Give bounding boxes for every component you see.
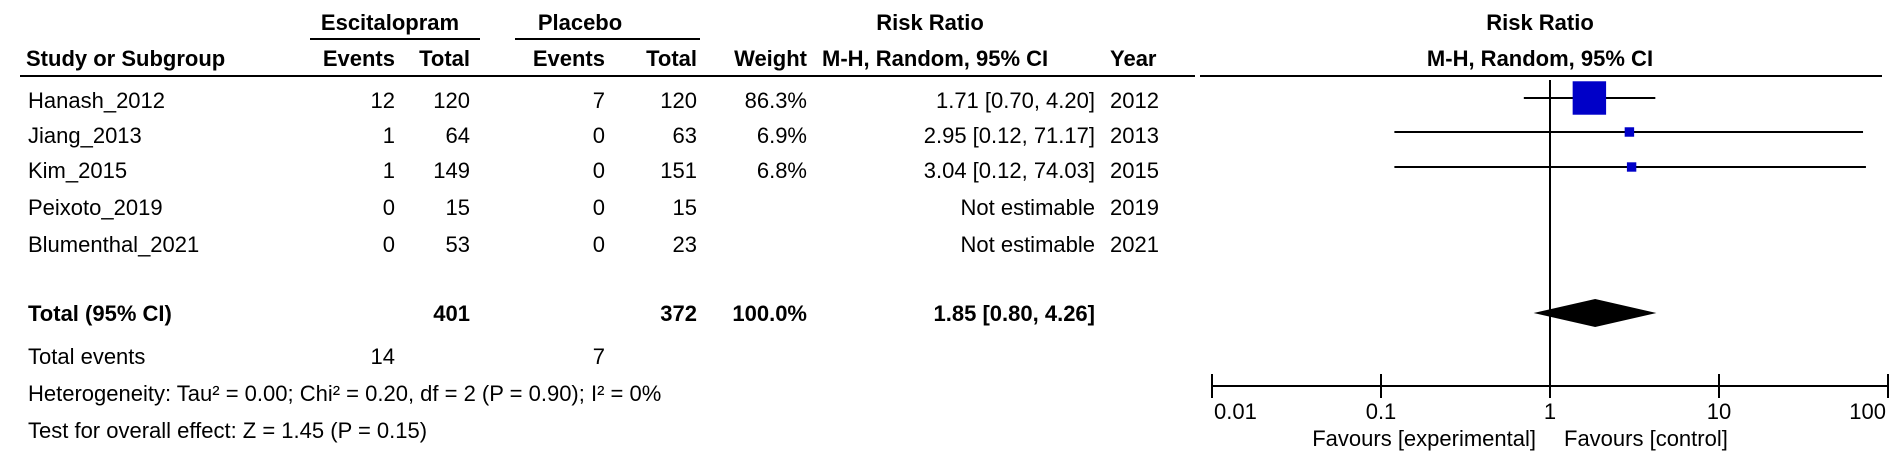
- x-tick-label: 100: [1849, 399, 1886, 424]
- header-risk-ratio-column: Risk Ratio: [876, 10, 984, 35]
- header-underline-control: [515, 38, 700, 40]
- favours-left-label: Favours [experimental]: [1312, 426, 1536, 451]
- study-ci: Not estimable: [960, 232, 1095, 257]
- overall-effect-stats: Test for overall effect: Z = 1.45 (P = 0…: [28, 418, 428, 443]
- study-ci: Not estimable: [960, 195, 1095, 220]
- pooled-diamond: [1533, 299, 1657, 327]
- favours-right-label: Favours [control]: [1564, 426, 1728, 451]
- exp-total: 53: [445, 232, 470, 257]
- x-tick-label: 10: [1707, 399, 1731, 424]
- header-control-group: Placebo: [537, 10, 623, 35]
- ctl-events: 0: [592, 195, 605, 220]
- header-ctl-total: Total: [646, 46, 697, 71]
- ctl-total: 23: [672, 232, 697, 257]
- study-year: 2013: [1110, 123, 1159, 148]
- total-ctl-total: 372: [660, 301, 697, 326]
- header-plot-title: Risk Ratio: [1486, 10, 1594, 35]
- header-divider-plot: [1200, 75, 1882, 77]
- exp-total: 15: [445, 195, 470, 220]
- study-year: 2021: [1110, 232, 1159, 257]
- heterogeneity-stats: Heterogeneity: Tau² = 0.00; Chi² = 0.20,…: [28, 381, 662, 406]
- header-underline-experimental: [310, 38, 480, 40]
- ctl-total: 151: [660, 158, 697, 183]
- total-ci: 1.85 [0.80, 4.26]: [933, 301, 1095, 326]
- ctl-events: 0: [592, 158, 605, 183]
- study-ci: 3.04 [0.12, 74.03]: [923, 158, 1095, 183]
- total-exp-total: 401: [433, 301, 470, 326]
- exp-events: 12: [370, 88, 395, 113]
- header-divider-table: [20, 75, 1195, 77]
- study-weight: 6.8%: [756, 158, 807, 183]
- x-tick-label: 0.1: [1366, 399, 1397, 424]
- total-events-ctl: 7: [592, 344, 605, 369]
- header-exp-total: Total: [419, 46, 470, 71]
- exp-total: 64: [445, 123, 470, 148]
- study-marker: [1572, 81, 1607, 115]
- study-marker: [1624, 127, 1635, 137]
- header-year: Year: [1110, 46, 1157, 71]
- ctl-events: 7: [592, 88, 605, 113]
- header-exp-events: Events: [322, 46, 395, 71]
- study-name: Kim_2015: [28, 158, 128, 183]
- header-experimental-group: Escitalopram: [320, 10, 460, 35]
- total-events-label: Total events: [28, 344, 146, 369]
- ctl-total: 15: [672, 195, 697, 220]
- exp-events: 1: [382, 123, 395, 148]
- exp-total: 149: [433, 158, 470, 183]
- x-tick-label: 1: [1544, 399, 1556, 424]
- total-events-exp: 14: [370, 344, 395, 369]
- study-weight: 86.3%: [744, 88, 807, 113]
- study-weight: 6.9%: [756, 123, 807, 148]
- study-ci: 2.95 [0.12, 71.17]: [923, 123, 1095, 148]
- study-year: 2015: [1110, 158, 1159, 183]
- ctl-total: 63: [672, 123, 697, 148]
- header-plot-method: M-H, Random, 95% CI: [1426, 46, 1654, 71]
- study-year: 2019: [1110, 195, 1159, 220]
- total-weight: 100.0%: [732, 301, 807, 326]
- exp-total: 120: [433, 88, 470, 113]
- study-ci: 1.71 [0.70, 4.20]: [935, 88, 1095, 113]
- study-name: Blumenthal_2021: [28, 232, 200, 257]
- study-name: Peixoto_2019: [28, 195, 163, 220]
- study-name: Jiang_2013: [28, 123, 142, 148]
- header-study: Study or Subgroup: [26, 46, 226, 71]
- exp-events: 1: [382, 158, 395, 183]
- total-label: Total (95% CI): [28, 301, 172, 326]
- study-year: 2012: [1110, 88, 1159, 113]
- ctl-events: 0: [592, 232, 605, 257]
- ctl-total: 120: [660, 88, 697, 113]
- header-weight: Weight: [734, 46, 807, 71]
- header-ctl-events: Events: [532, 46, 605, 71]
- ctl-events: 0: [592, 123, 605, 148]
- exp-events: 0: [382, 195, 395, 220]
- header-method: M-H, Random, 95% CI: [822, 46, 1049, 71]
- x-tick-label: 0.01: [1214, 399, 1257, 424]
- exp-events: 0: [382, 232, 395, 257]
- study-name: Hanash_2012: [28, 88, 166, 113]
- study-marker: [1626, 162, 1637, 172]
